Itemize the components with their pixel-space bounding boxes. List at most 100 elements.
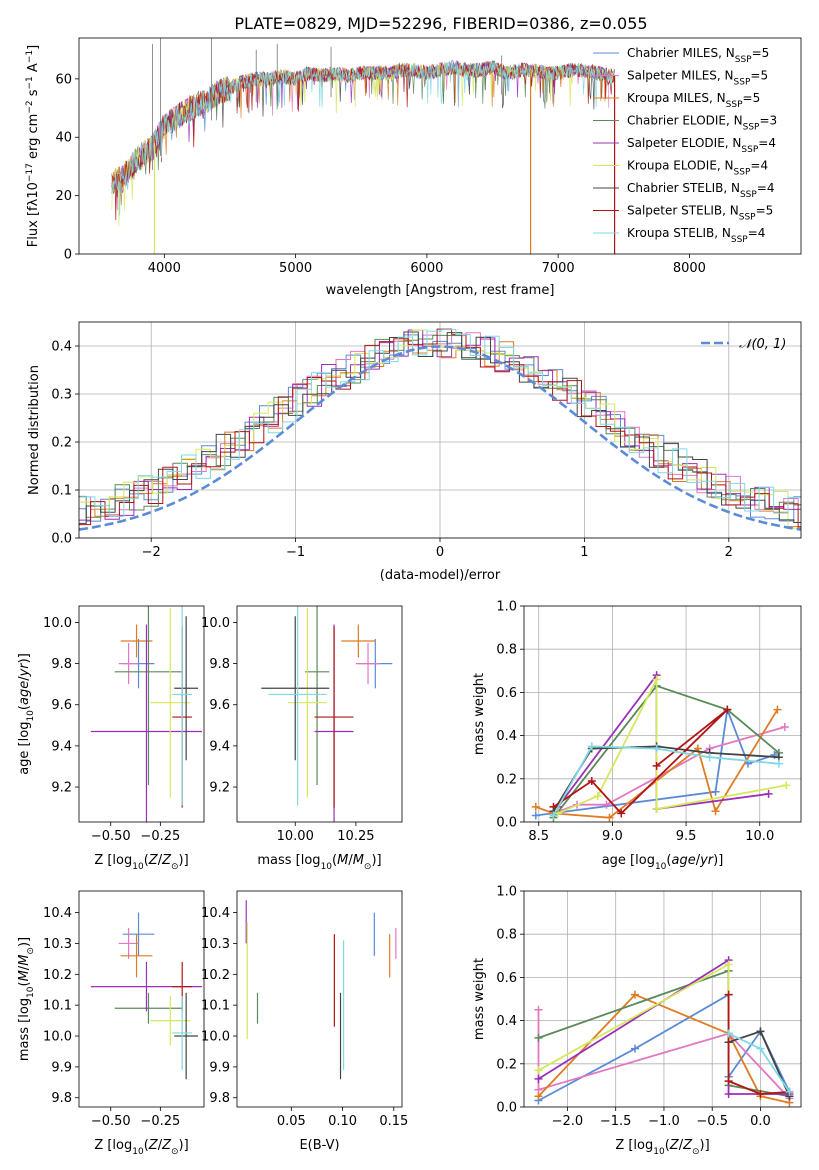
y-axis-label: Normed distribution bbox=[27, 365, 42, 495]
x-tick-label: 8.5 bbox=[528, 829, 549, 844]
weight-marker bbox=[549, 802, 558, 811]
y-tick-label: 0.1 bbox=[51, 484, 72, 499]
y-tick-label: 9.8 bbox=[51, 657, 72, 672]
x-axis-label: (data-model)/error bbox=[380, 568, 501, 583]
figure-title: PLATE=0829, MJD=52296, FIBERID=0386, z=0… bbox=[234, 14, 647, 33]
axes-frame bbox=[236, 890, 403, 1108]
weight-marker bbox=[587, 776, 596, 785]
weight-marker bbox=[782, 781, 791, 790]
y-tick-label: 9.6 bbox=[209, 698, 230, 713]
y-tick-label: 10.3 bbox=[43, 937, 72, 952]
weight-line bbox=[537, 1009, 791, 1100]
spectrum-line bbox=[111, 59, 610, 211]
x-tick-label: 0.10 bbox=[328, 1114, 357, 1129]
y-tick-label: 10.4 bbox=[201, 906, 230, 921]
x-tick-label: −2.0 bbox=[552, 1114, 584, 1129]
y-tick-label: 0.0 bbox=[496, 1101, 517, 1116]
y-tick-label: 10.2 bbox=[201, 968, 230, 983]
y-tick-label: 9.8 bbox=[209, 1091, 230, 1106]
weight-marker bbox=[652, 805, 661, 814]
x-tick-label: −1.0 bbox=[648, 1114, 680, 1129]
y-tick-label: 10.0 bbox=[43, 1030, 72, 1045]
y-tick-label: 10.1 bbox=[43, 999, 72, 1014]
x-tick-label: −0.5 bbox=[696, 1114, 728, 1129]
panel-spectrum: 4000 5000 6000 7000 8000 0 20 40 60 wavelength [A… bbox=[25, 37, 802, 298]
y-tick-label: 0.0 bbox=[51, 532, 72, 547]
weight-marker bbox=[780, 722, 789, 731]
x-tick-label: 4000 bbox=[148, 261, 181, 276]
spectrum-line bbox=[111, 59, 610, 193]
axes-frame bbox=[78, 890, 205, 1108]
weight-marker bbox=[630, 990, 639, 999]
y-tick-label: 0.8 bbox=[496, 643, 517, 658]
x-tick-label: 0.0 bbox=[750, 1114, 771, 1129]
y-tick-label: 9.4 bbox=[209, 739, 230, 754]
y-axis-label: age [log10(age/yr)] bbox=[17, 653, 36, 775]
y-tick-label: 0 bbox=[64, 248, 72, 263]
y-tick-label: 40 bbox=[55, 131, 72, 146]
histogram-step bbox=[79, 331, 801, 524]
legend-label: Salpeter STELIB, NSSP=5 bbox=[627, 204, 773, 223]
y-tick-label: 0.0 bbox=[496, 816, 517, 831]
weight-marker bbox=[602, 800, 611, 809]
plot-area bbox=[245, 900, 397, 1080]
plot-area bbox=[79, 322, 801, 538]
x-tick-label: 7000 bbox=[542, 261, 575, 276]
y-tick-label: 9.2 bbox=[209, 781, 230, 796]
x-tick-label: 2 bbox=[725, 545, 733, 560]
y-tick-label: 9.6 bbox=[51, 698, 72, 713]
weight-marker bbox=[652, 744, 661, 753]
weight-line bbox=[727, 994, 790, 1095]
y-tick-label: 10.0 bbox=[43, 616, 72, 631]
y-tick-label: 0.4 bbox=[51, 340, 72, 355]
x-tick-label: 9.5 bbox=[676, 829, 697, 844]
spectrum-line bbox=[111, 60, 615, 216]
legend-label: Chabrier MILES, NSSP=5 bbox=[627, 46, 769, 65]
y-tick-label: 0.2 bbox=[496, 1057, 517, 1072]
x-tick-label: 10.0 bbox=[745, 829, 774, 844]
y-axis-label: mass [log10(M/M⊙)] bbox=[17, 937, 36, 1061]
legend-label: Chabrier STELIB, NSSP=4 bbox=[627, 181, 775, 200]
y-tick-label: 10.0 bbox=[201, 1030, 230, 1045]
weight-marker bbox=[534, 1092, 543, 1101]
spectrum-line bbox=[111, 60, 610, 197]
weight-marker bbox=[617, 809, 626, 818]
plot-area bbox=[90, 606, 203, 822]
legend-label: 𝒩(0, 1) bbox=[739, 337, 786, 352]
x-axis-label: age [log10(age/yr)] bbox=[602, 853, 724, 872]
weight-line bbox=[552, 684, 780, 819]
x-tick-label: 8000 bbox=[673, 261, 706, 276]
plot-area bbox=[524, 891, 801, 1107]
y-tick-label: 0.8 bbox=[496, 928, 517, 943]
x-tick-label: −2 bbox=[142, 545, 161, 560]
x-tick-label: 0.05 bbox=[277, 1114, 306, 1129]
weight-marker bbox=[652, 761, 661, 770]
y-tick-label: 9.2 bbox=[51, 781, 72, 796]
y-tick-label: 60 bbox=[55, 72, 72, 87]
weight-marker bbox=[724, 990, 733, 999]
panel-weight_vs_Z: −2.0 −1.5 −1.0 −0.5 0.0 0.0 0.2 0.4 0.6 0.8 1.0 Z [… bbox=[472, 885, 802, 1157]
histogram-step bbox=[80, 329, 801, 517]
plot-area bbox=[524, 606, 801, 822]
panel-weight_vs_age: 8.5 9.0 9.5 10.0 0.0 0.2 0.4 0.6 0.8 1.0 age [log1… bbox=[472, 600, 802, 872]
y-tick-label: 9.9 bbox=[51, 1060, 72, 1075]
y-tick-label: 1.0 bbox=[496, 885, 517, 900]
weight-marker bbox=[764, 789, 773, 798]
x-tick-label: −0.25 bbox=[140, 1114, 180, 1129]
panel-residuals: −2 −1 0 1 2 0.0 0.1 0.2 0.3 0.4 𝒩(0, 1) (data-model… bbox=[27, 321, 802, 583]
spectrum-line bbox=[111, 61, 615, 221]
x-axis-label: Z [log10(Z/Z⊙)] bbox=[94, 853, 188, 872]
axes-frame bbox=[523, 605, 802, 823]
x-axis-label: Z [log10(Z/Z⊙)] bbox=[94, 1138, 188, 1157]
y-axis-label: mass weight bbox=[472, 958, 487, 1040]
y-tick-label: 1.0 bbox=[496, 600, 517, 615]
histogram-step bbox=[79, 332, 801, 516]
y-tick-label: 0.4 bbox=[496, 729, 517, 744]
x-tick-label: −0.50 bbox=[91, 1114, 131, 1129]
weight-marker bbox=[534, 1074, 543, 1083]
y-tick-label: 20 bbox=[55, 189, 72, 204]
weight-marker bbox=[785, 1087, 794, 1096]
x-tick-label: 10.25 bbox=[337, 829, 374, 844]
weight-marker bbox=[724, 1077, 733, 1086]
